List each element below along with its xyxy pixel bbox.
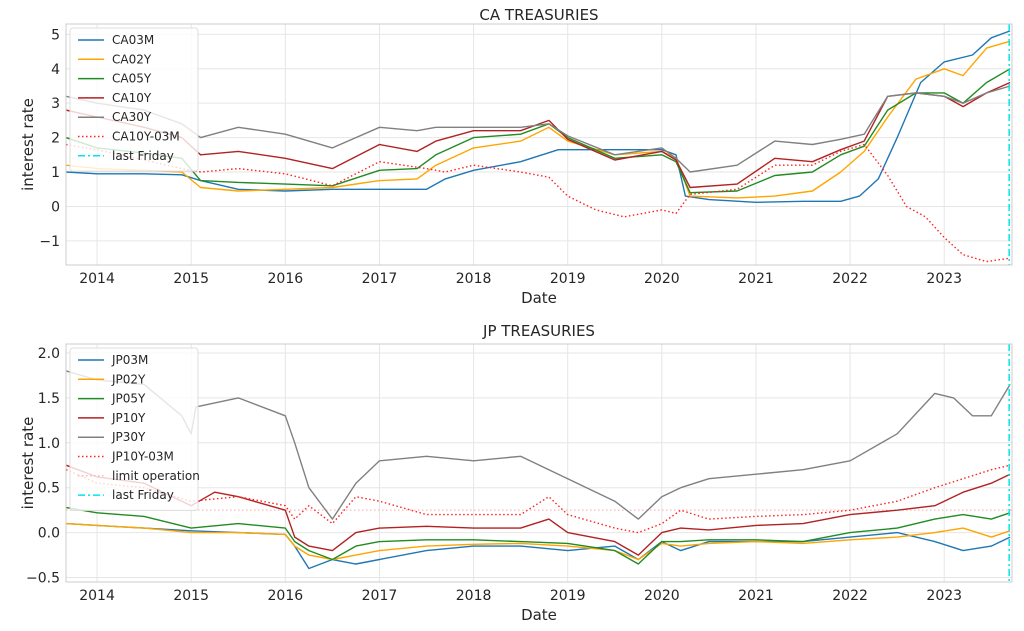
x-tick-label: 2022 — [832, 588, 868, 604]
x-tick-label: 2018 — [456, 271, 492, 287]
ca-treasuries-chart: 2014 2015 2016 2017 2018 2019 2020 2021 2022 2023… — [19, 6, 1013, 307]
series-group — [66, 344, 1012, 582]
x-tick-label: 2016 — [268, 271, 304, 287]
x-tick-label: 2020 — [644, 588, 680, 604]
legend-label: JP10Y — [111, 411, 146, 425]
y-tick-label: 2.0 — [38, 346, 60, 362]
axes-frame — [65, 343, 1013, 583]
series-line-jp02y — [66, 522, 1011, 561]
y-tick-label: 1 — [51, 165, 60, 181]
plot-area — [66, 24, 1012, 265]
x-tick-label: 2017 — [362, 271, 398, 287]
series-line-jp05y — [66, 506, 1011, 565]
x-tick-label: 2015 — [173, 588, 209, 604]
chart-title: JP TREASURIES — [482, 322, 595, 340]
x-tick-label: 2023 — [926, 271, 962, 287]
y-tick-label: 0.0 — [38, 526, 60, 542]
y-tick-label: 3 — [51, 96, 60, 112]
legend-box — [69, 27, 199, 172]
y-tick-label: 5 — [51, 27, 60, 43]
legend-label: JP03M — [111, 353, 148, 367]
x-tick-label: 2014 — [79, 271, 115, 287]
legend-label: last Friday — [112, 149, 174, 163]
x-tick-label: 2018 — [456, 588, 492, 604]
legend-label: JP30Y — [111, 430, 146, 444]
legend-label: CA10Y-03M — [112, 130, 180, 144]
plot-area — [66, 344, 1012, 582]
series-line-ca10y-03m — [66, 143, 1011, 263]
x-tick-label: 2021 — [738, 271, 774, 287]
x-axis-label: Date — [521, 606, 557, 624]
legend-label: CA10Y — [112, 91, 152, 105]
y-tick-label: −0.5 — [26, 571, 60, 587]
y-axis-label: interest rate — [19, 417, 37, 510]
x-tick-label: 2023 — [926, 588, 962, 604]
legend-label: limit operation — [112, 469, 200, 483]
y-tick-label: 4 — [51, 62, 60, 78]
legend-label: JP02Y — [111, 372, 146, 386]
series-line-jp10y — [66, 464, 1011, 556]
x-tick-label: 2016 — [268, 588, 304, 604]
legend-label: JP05Y — [111, 392, 146, 406]
series-group — [66, 24, 1011, 265]
legend-label: last Friday — [112, 488, 174, 502]
x-tick-label: 2019 — [550, 588, 586, 604]
legend-label: CA30Y — [112, 110, 152, 124]
grid — [66, 24, 1012, 265]
x-tick-label: 2021 — [738, 588, 774, 604]
y-tick-label: 0 — [51, 199, 60, 215]
x-tick-label: 2019 — [550, 271, 586, 287]
x-axis-label: Date — [521, 289, 557, 307]
y-tick-label: 1.5 — [38, 391, 60, 407]
x-tick-label: 2020 — [644, 271, 680, 287]
legend-label: CA02Y — [112, 52, 152, 66]
legend-label: CA05Y — [112, 72, 152, 86]
x-tick-label: 2017 — [362, 588, 398, 604]
legend-label: CA03M — [112, 33, 154, 47]
series-line-jp10y-03m — [66, 464, 1011, 534]
axes-frame — [65, 23, 1013, 266]
legend-label: JP10Y-03M — [111, 450, 174, 464]
x-tick-label: 2015 — [173, 271, 209, 287]
x-tick-label: 2022 — [832, 271, 868, 287]
jp-treasuries-chart: 2014 2015 2016 2017 2018 2019 2020 2021 2022 2023… — [19, 322, 1013, 624]
y-tick-label: 2 — [51, 131, 60, 147]
chart-title: CA TREASURIES — [479, 6, 598, 24]
x-tick-label: 2014 — [79, 588, 115, 604]
y-tick-label: 0.5 — [38, 481, 60, 497]
legend: CA03M CA02Y CA05Y CA10Y CA30Y CA10Y-03M last F… — [69, 27, 199, 172]
series-line-ca05y — [66, 68, 1011, 194]
legend-box — [69, 347, 199, 511]
series-line-ca30y — [66, 85, 1011, 173]
legend: JP03M JP02Y JP05Y JP10Y JP30Y JP10Y-03M limit … — [69, 347, 200, 511]
y-tick-label: 1.0 — [38, 436, 60, 452]
series-line-ca03m — [66, 30, 1011, 204]
y-axis-label: interest rate — [19, 98, 37, 191]
y-tick-label: −1 — [39, 234, 60, 250]
